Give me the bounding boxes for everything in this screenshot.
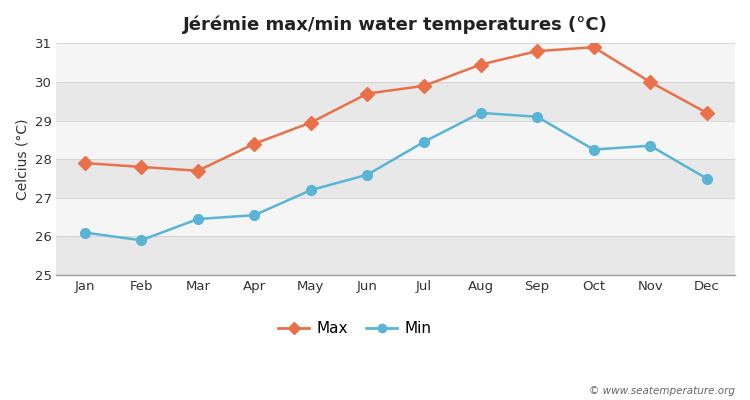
Legend: Max, Min: Max, Min [272,315,438,342]
Title: Jérémie max/min water temperatures (°C): Jérémie max/min water temperatures (°C) [183,15,608,34]
Bar [56,198,735,236]
Bar [56,82,735,120]
Bar [56,43,735,82]
Text: © www.seatemperature.org: © www.seatemperature.org [589,386,735,396]
Bar [56,120,735,159]
Bar [56,236,735,275]
Y-axis label: Celcius (°C): Celcius (°C) [15,118,29,200]
Bar [56,159,735,198]
